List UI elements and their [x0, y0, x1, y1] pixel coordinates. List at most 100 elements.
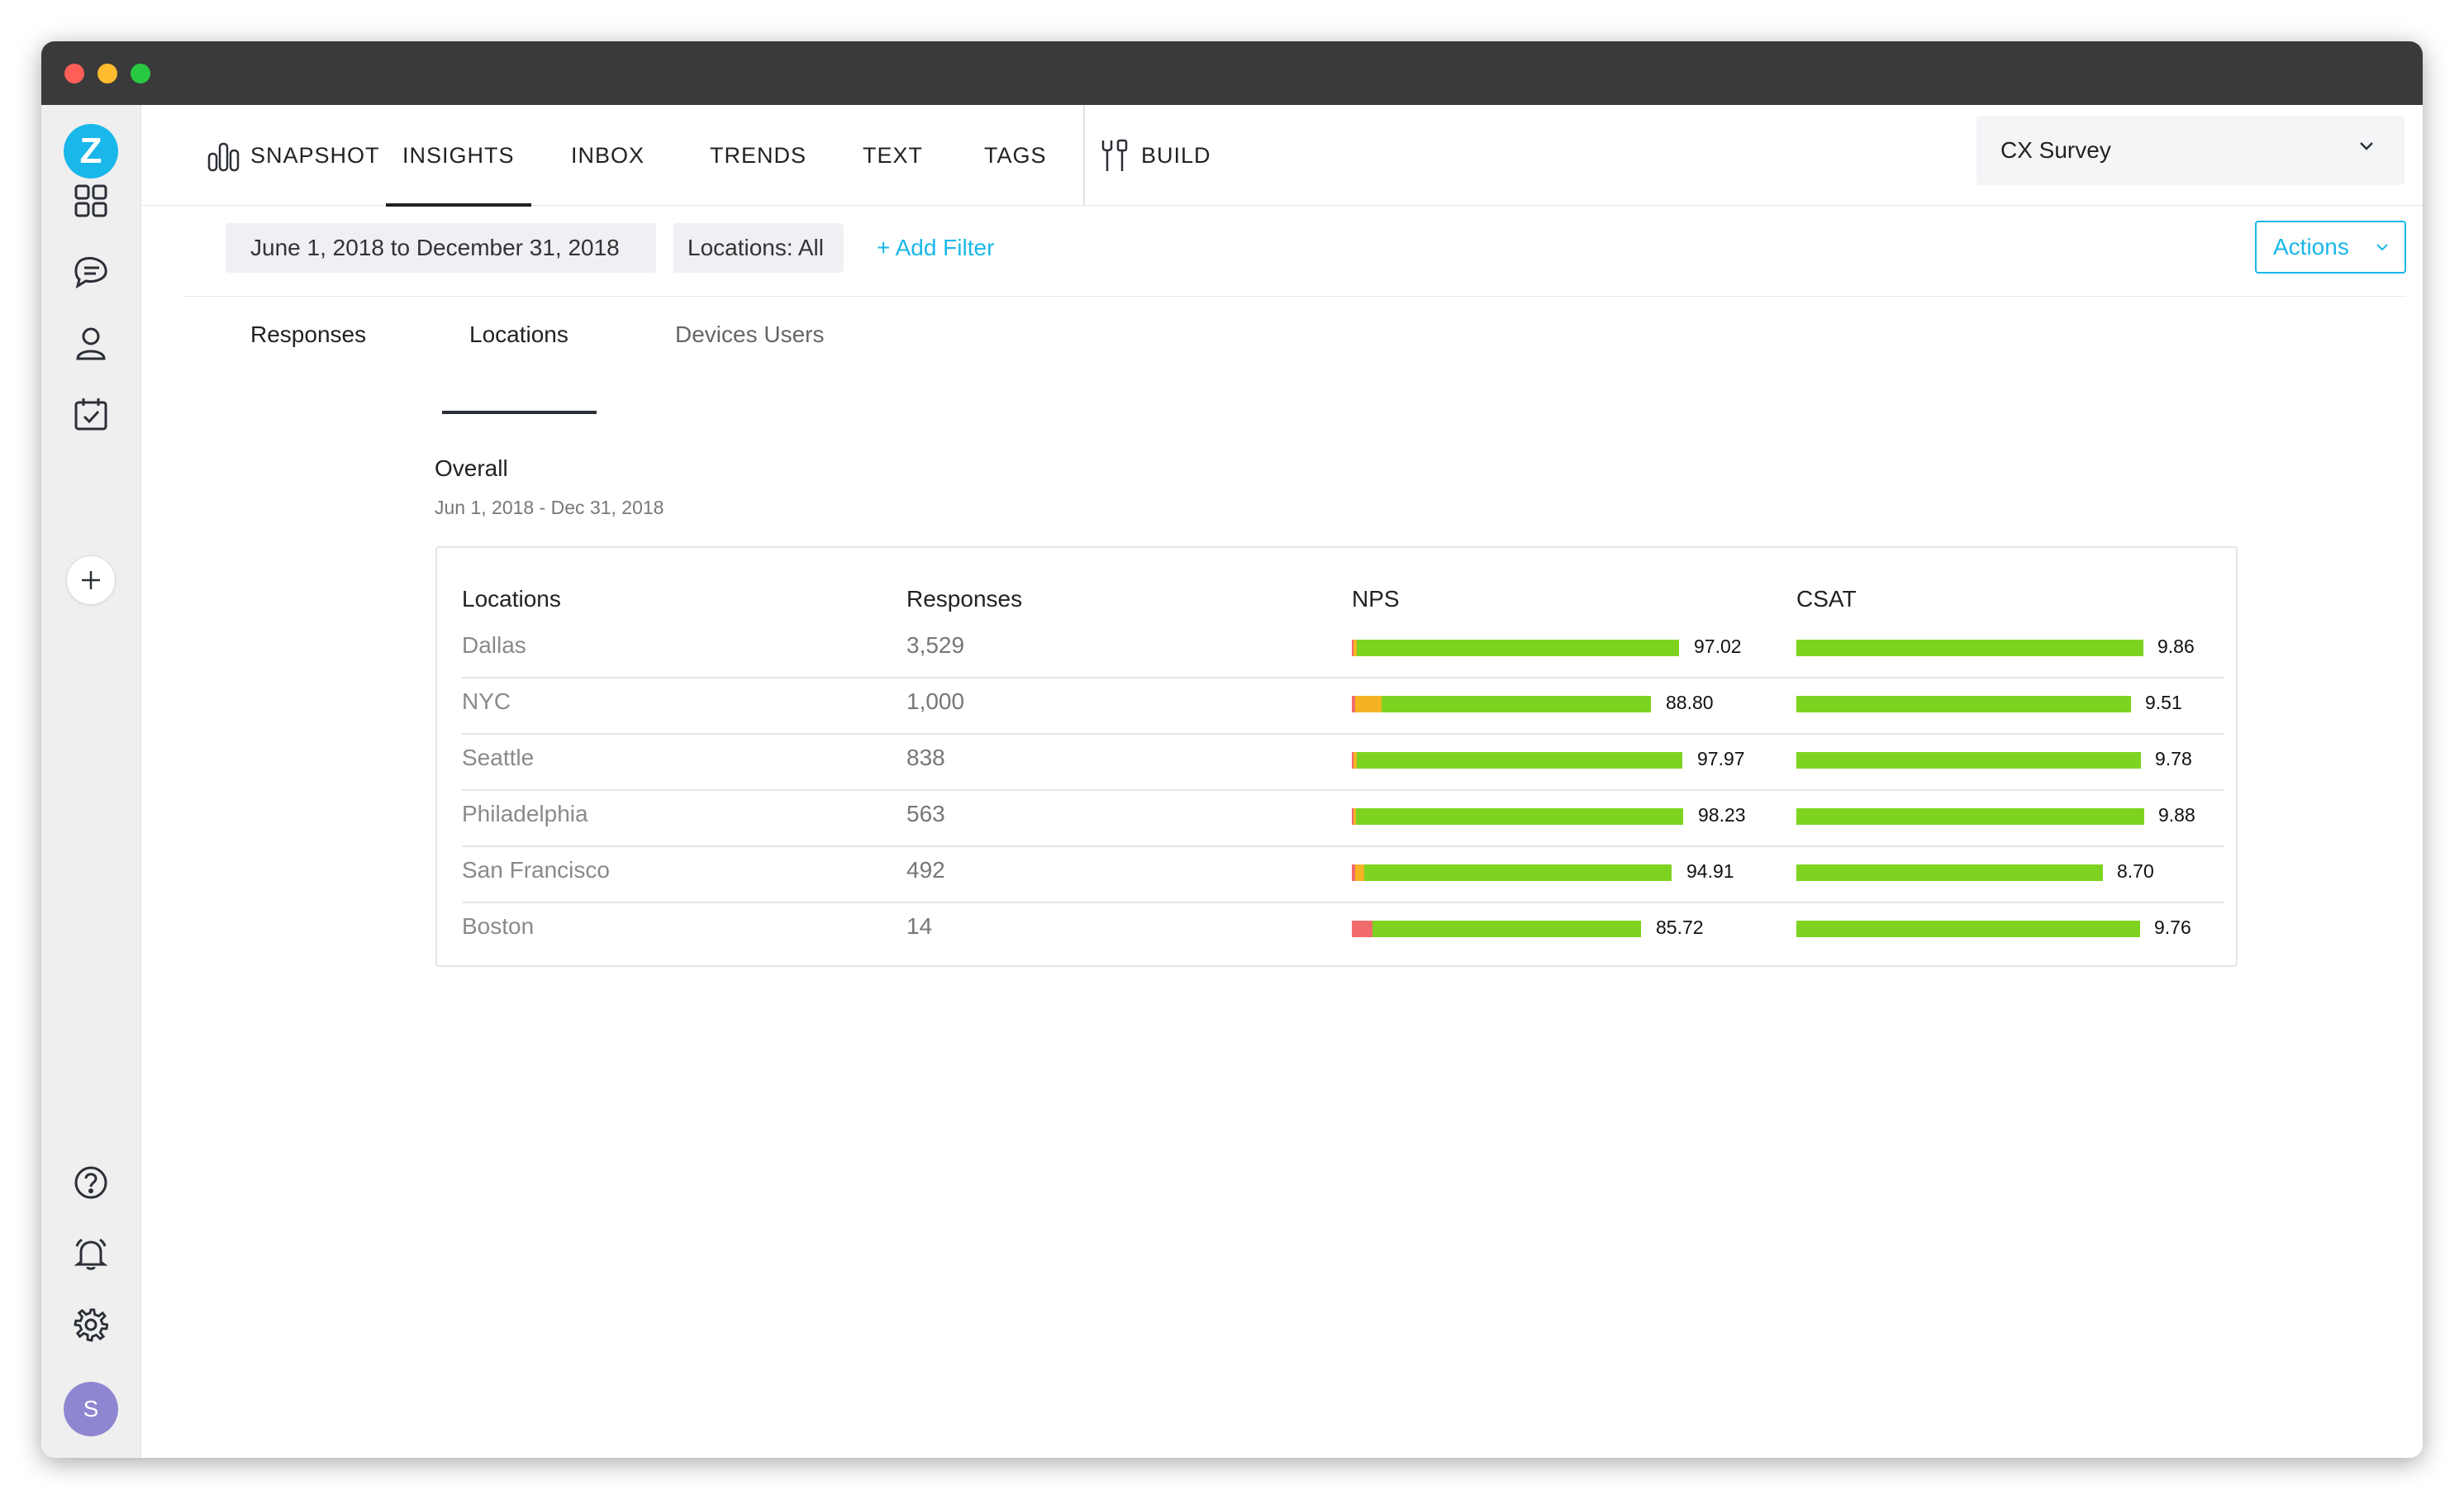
nps-detractor-segment — [1352, 752, 1353, 769]
csat-value: 9.86 — [2157, 636, 2195, 657]
help-icon[interactable] — [65, 1157, 117, 1208]
nav-inbox[interactable]: INBOX — [571, 105, 645, 206]
nps-bar — [1352, 640, 1679, 656]
chevron-down-icon — [2360, 142, 2373, 150]
nav-trends-label: TRENDS — [710, 142, 807, 168]
logo[interactable]: Z — [64, 124, 118, 179]
calendar-check-icon[interactable] — [65, 388, 117, 440]
settings-icon[interactable] — [65, 1299, 117, 1350]
csat-bar — [1796, 640, 2143, 656]
nps-value: 98.23 — [1698, 804, 1746, 826]
tab-devices-users[interactable]: Devices Users — [675, 297, 824, 373]
avatar[interactable]: S — [64, 1382, 118, 1436]
nps-passive-segment — [1354, 864, 1365, 881]
tab-devices-users-label: Devices Users — [675, 321, 825, 347]
main-area: SNAPSHOT INSIGHTS INBOX TRENDS TEXT TAGS… — [141, 105, 2423, 1458]
response-count: 1,000 — [906, 688, 965, 714]
csat-bar — [1796, 921, 2140, 937]
nav-divider — [1083, 105, 1085, 206]
nps-bar — [1352, 752, 1682, 769]
nps-value: 97.97 — [1697, 748, 1745, 769]
table-row[interactable]: San Francisco 492 94.91 8.70 — [462, 847, 2224, 903]
title-bar — [41, 41, 2423, 105]
add-filter-link[interactable]: + Add Filter — [877, 223, 994, 273]
nps-passive-segment — [1354, 696, 1382, 712]
actions-button[interactable]: Actions — [2255, 221, 2406, 274]
maximize-window-button[interactable] — [131, 64, 150, 83]
response-count: 563 — [906, 801, 945, 826]
close-window-button[interactable] — [64, 64, 84, 83]
nav-text-label: TEXT — [863, 142, 924, 168]
nav-text[interactable]: TEXT — [863, 105, 923, 206]
sidebar: Z S — [41, 105, 141, 1458]
nps-bar — [1352, 864, 1672, 881]
nps-value: 85.72 — [1656, 917, 1704, 938]
active-tab-indicator — [442, 411, 597, 414]
section-date: Jun 1, 2018 - Dec 31, 2018 — [435, 497, 664, 518]
response-count: 3,529 — [906, 632, 965, 658]
table-row[interactable]: Dallas 3,529 97.02 9.86 — [462, 622, 2224, 679]
user-icon[interactable] — [65, 317, 117, 369]
logo-letter: Z — [79, 131, 102, 171]
nav-insights-label: INSIGHTS — [402, 142, 515, 168]
add-button[interactable] — [66, 555, 116, 605]
nps-bar — [1352, 808, 1683, 825]
survey-select[interactable]: CX Survey — [1976, 116, 2405, 185]
nps-promoter-segment — [1364, 864, 1672, 881]
bell-icon[interactable] — [65, 1228, 117, 1279]
header-csat: CSAT — [1796, 586, 1857, 612]
nav-build-label: BUILD — [1141, 142, 1211, 168]
nav-tags-label: TAGS — [984, 142, 1047, 168]
csat-value: 9.88 — [2158, 804, 2195, 826]
csat-bar — [1796, 752, 2141, 769]
header-responses: Responses — [906, 586, 1023, 612]
app-window: Z S SNA — [41, 41, 2423, 1458]
location-name: Philadelphia — [462, 801, 588, 826]
nav-snapshot-label: SNAPSHOT — [250, 142, 380, 168]
response-count: 838 — [906, 745, 945, 770]
table-row[interactable]: NYC 1,000 88.80 9.51 — [462, 679, 2224, 735]
nav-build[interactable]: BUILD — [1100, 105, 1211, 206]
add-filter-label: + Add Filter — [877, 235, 995, 260]
csat-bar — [1796, 808, 2144, 825]
nps-promoter-segment — [1382, 696, 1651, 712]
nps-value: 94.91 — [1686, 860, 1734, 882]
nps-value: 97.02 — [1694, 636, 1742, 657]
tab-responses[interactable]: Responses — [250, 297, 366, 373]
dashboard-icon[interactable] — [65, 175, 117, 226]
nps-promoter-segment — [1356, 808, 1683, 825]
csat-bar — [1796, 696, 2131, 712]
nps-detractor-segment — [1352, 696, 1355, 712]
nps-promoter-segment — [1356, 640, 1679, 656]
table-row[interactable]: Boston 14 85.72 9.76 — [462, 903, 2224, 960]
response-count: 14 — [906, 913, 933, 939]
nav-tags[interactable]: TAGS — [984, 105, 1047, 206]
csat-value: 9.51 — [2145, 692, 2182, 713]
nps-bar — [1352, 696, 1651, 712]
location-name: San Francisco — [462, 857, 610, 883]
header-nps: NPS — [1352, 586, 1400, 612]
locations-table: Locations Responses NPS CSAT Dallas 3,529… — [435, 546, 2238, 967]
nav-snapshot[interactable]: SNAPSHOT — [207, 105, 380, 206]
nav-inbox-label: INBOX — [571, 142, 645, 168]
tab-locations[interactable]: Locations — [469, 297, 568, 373]
nps-detractor-segment — [1352, 640, 1353, 656]
nps-passive-segment — [1353, 640, 1357, 656]
chat-icon[interactable] — [65, 246, 117, 298]
nav-insights[interactable]: INSIGHTS — [386, 105, 530, 207]
nps-passive-segment — [1353, 808, 1357, 825]
location-name: Dallas — [462, 632, 526, 658]
nps-promoter-segment — [1372, 921, 1641, 937]
minimize-window-button[interactable] — [98, 64, 117, 83]
date-range-filter[interactable]: June 1, 2018 to December 31, 2018 — [226, 223, 656, 273]
table-row[interactable]: Philadelphia 563 98.23 9.88 — [462, 791, 2224, 847]
response-count: 492 — [906, 857, 945, 883]
nav-trends[interactable]: TRENDS — [710, 105, 806, 206]
table-row[interactable]: Seattle 838 97.97 9.78 — [462, 735, 2224, 791]
nps-passive-segment — [1353, 752, 1357, 769]
header-locations: Locations — [462, 586, 561, 612]
nps-value: 88.80 — [1666, 692, 1714, 713]
filter-bar: June 1, 2018 to December 31, 2018 Locati… — [183, 206, 2406, 297]
locations-filter[interactable]: Locations: All — [673, 223, 844, 273]
avatar-letter: S — [83, 1396, 99, 1421]
